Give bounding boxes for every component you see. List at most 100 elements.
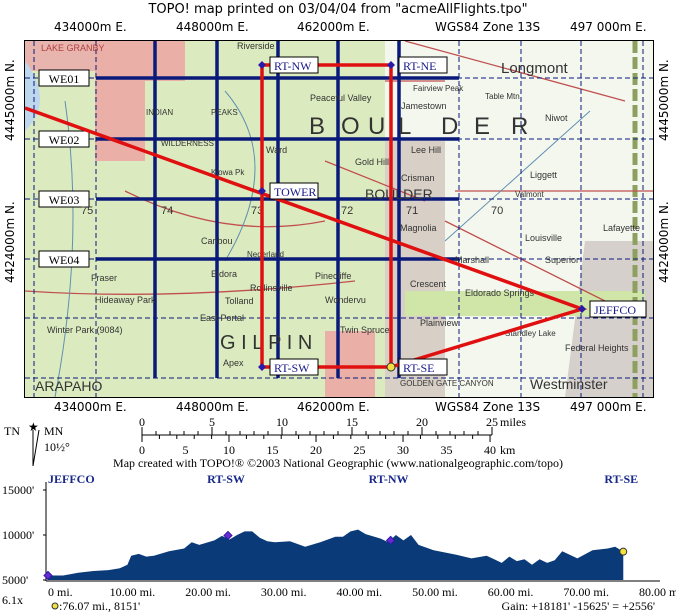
magnetic-north-label: MN xyxy=(44,424,64,438)
cursor-readout: :76.07 mi., 8151' xyxy=(59,599,140,613)
place-label: Westminster xyxy=(530,376,608,392)
x-tick-label: 10.00 mi. xyxy=(110,585,156,599)
place-label: GOLDEN GATE CANYON xyxy=(400,379,494,388)
place-label: Crescent xyxy=(410,279,447,289)
place-label: 73 xyxy=(251,205,263,217)
true-north-label: TN xyxy=(4,424,20,438)
easting-label: 462000m E. xyxy=(297,20,370,34)
topo-map[interactable]: WE01 WE02 WE03 WE04 LAKE GRANBY Riverside Pea… xyxy=(24,40,654,398)
road xyxy=(25,41,653,302)
svg-text:WE02: WE02 xyxy=(49,133,80,147)
place-label: BOULDER xyxy=(365,186,433,202)
scale-miles-label: 25 xyxy=(486,415,498,429)
place-label: 70 xyxy=(491,205,503,217)
place-label: WILDERNESS xyxy=(161,139,214,148)
diamond-icon xyxy=(385,535,396,546)
place-label: East Portal xyxy=(200,313,244,323)
scale-km-label: 40 xyxy=(484,443,496,457)
northing-label: 4445000m N. xyxy=(657,59,671,141)
profile-waypoint-label: RT-SE xyxy=(604,472,638,486)
scale-km-unit: km xyxy=(500,443,516,457)
waypoint-label: RT-NE xyxy=(403,59,437,73)
datum-label: WGS84 Zone 13S xyxy=(435,400,541,414)
waypoint-label: RT-NW xyxy=(274,59,312,73)
scale-miles-label: 15 xyxy=(346,415,358,429)
grid-cell-label[interactable]: WE03 xyxy=(38,190,90,208)
diamond-icon xyxy=(223,530,233,541)
waypoint-rt-ne[interactable]: RT-NE xyxy=(387,56,448,74)
waypoint-label: TOWER xyxy=(274,185,316,199)
waypoint-label: JEFFCO xyxy=(594,303,636,317)
waypoint-label: RT-SW xyxy=(274,361,310,375)
place-label: Nederland xyxy=(247,250,284,259)
grid-cell-label[interactable]: WE02 xyxy=(38,130,90,148)
northing-label: 4424000m N. xyxy=(657,201,671,283)
place-label: Longmont xyxy=(501,60,569,77)
place-label: Louisville xyxy=(525,233,562,243)
datum-label: WGS84 Zone 13S xyxy=(435,20,541,34)
place-label: Niwot xyxy=(545,113,568,123)
scale-km-label: 35 xyxy=(441,443,453,457)
scale-km-label: 30 xyxy=(397,443,409,457)
place-label: E xyxy=(474,113,490,140)
place-label: 74 xyxy=(161,205,173,217)
northing-label: 4445000m N. xyxy=(3,59,17,141)
wilderness-area xyxy=(95,41,185,161)
place-label: Jamestown xyxy=(401,101,447,111)
grid-cell-label[interactable]: WE01 xyxy=(38,69,90,87)
profile-waypoint-label: JEFFCO xyxy=(48,472,95,486)
y-tick-label: 10000' xyxy=(2,528,34,542)
credit-text: Map created with TOPO!® ©2003 National G… xyxy=(113,456,563,470)
place-label: 75 xyxy=(81,205,93,217)
place-label: Magnolia xyxy=(400,223,437,233)
svg-text:WE04: WE04 xyxy=(49,253,80,267)
grid-cell-label[interactable]: WE04 xyxy=(38,250,90,268)
easting-label: 434000m E. xyxy=(54,20,127,34)
place-label: 71 xyxy=(406,205,418,217)
place-label: Federal Heights xyxy=(565,343,629,353)
waypoint-rt-nw[interactable]: RT-NW xyxy=(258,56,319,74)
place-label: G I L P I N xyxy=(220,332,312,354)
elevation-profile[interactable]: 15000' 10000' 5000' 0 mi. 10.00 mi. 20.00 mi.… xyxy=(0,470,676,616)
easting-label: 448000m E. xyxy=(176,20,249,34)
northing-label: 4424000m N. xyxy=(3,201,17,283)
diamond-icon xyxy=(258,363,266,371)
waypoint-rt-sw[interactable]: RT-SW xyxy=(258,358,319,376)
place-label: Winter Park (9084) xyxy=(47,325,123,335)
map-canvas: WE01 WE02 WE03 WE04 LAKE GRANBY Riverside Pea… xyxy=(25,41,653,397)
diamond-icon xyxy=(387,61,395,69)
place-label: Crisman xyxy=(401,173,435,183)
place-label: L xyxy=(398,113,411,140)
place-label: U xyxy=(368,113,385,140)
place-label: O xyxy=(341,113,360,140)
circle-icon xyxy=(619,547,628,556)
place-label: Peaceful Valley xyxy=(310,93,372,103)
place-label: ARAPAHO xyxy=(35,378,103,394)
place-label: PEAKS xyxy=(211,108,238,117)
place-label: Lafayette xyxy=(603,223,640,233)
place-label: Fairview Peak xyxy=(413,84,464,93)
x-tick-label: 30.00 mi. xyxy=(261,585,307,599)
x-tick-label: 70.00 mi. xyxy=(563,585,609,599)
scale-miles-label: 5 xyxy=(209,415,215,429)
x-tick-label: 0 mi. xyxy=(48,585,73,599)
place-label: R xyxy=(511,113,528,140)
star-icon: ★ xyxy=(28,420,39,434)
waypoint-jeffco[interactable]: JEFFCO xyxy=(578,300,647,318)
x-tick-label: 40.00 mi. xyxy=(337,585,383,599)
elevation-area xyxy=(48,529,624,580)
place-label: INDIAN xyxy=(146,108,173,117)
x-tick-label: 60.00 mi. xyxy=(488,585,534,599)
waypoint-tower[interactable]: TOWER xyxy=(258,182,319,200)
svg-text:WE01: WE01 xyxy=(49,72,80,86)
waypoint-rt-se[interactable]: RT-SE xyxy=(386,358,448,376)
place-label: Pinecliffe xyxy=(315,271,351,281)
place-label: Plainview xyxy=(420,318,459,328)
scale-miles-label: 20 xyxy=(416,415,428,429)
x-tick-label: 20.00 mi. xyxy=(185,585,231,599)
place-label: Fraser xyxy=(91,273,117,283)
profile-waypoint-label: RT-NW xyxy=(369,472,409,486)
urban-area xyxy=(565,241,653,397)
place-label: Valmont xyxy=(515,190,545,199)
